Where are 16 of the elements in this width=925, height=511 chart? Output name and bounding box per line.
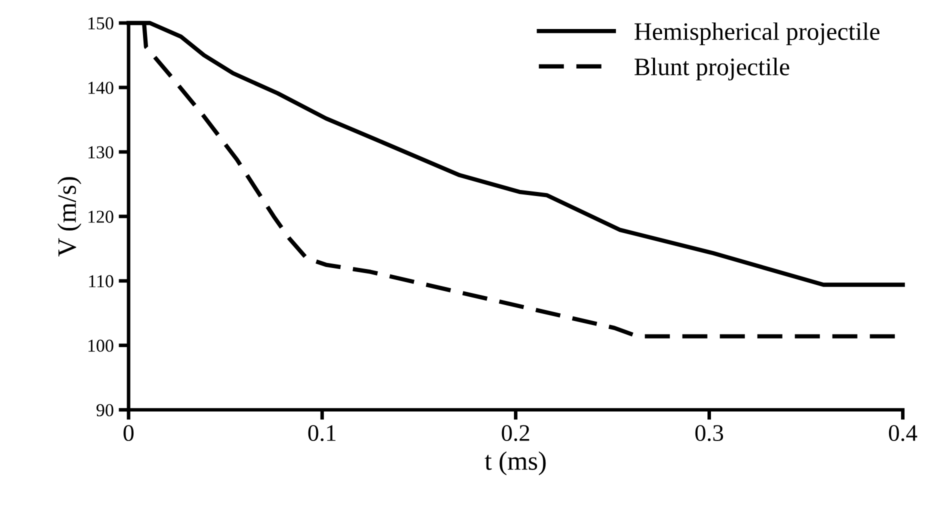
y-tick-label: 130: [88, 146, 114, 158]
legend-label: Hemispherical projectile: [634, 22, 880, 46]
x-tick-label: 0.1: [308, 425, 336, 442]
y-tick-label: 140: [88, 82, 114, 94]
y-tick-label: 110: [89, 275, 114, 288]
y-tick-label: 100: [88, 340, 114, 352]
x-tick-label: 0: [124, 425, 134, 442]
x-tick-label: 0.4: [888, 425, 918, 442]
x-tick-label: 0.2: [502, 425, 530, 442]
x-axis-title: t (ms): [484, 451, 546, 476]
y-tick-label: 120: [88, 210, 114, 223]
y-tick-label: 150: [88, 17, 114, 30]
x-tick-label: 0.3: [695, 425, 724, 442]
legend-label: Blunt projectile: [634, 58, 790, 80]
y-axis-title: V (m/s): [57, 177, 82, 257]
y-tick-label: 90: [96, 404, 114, 416]
